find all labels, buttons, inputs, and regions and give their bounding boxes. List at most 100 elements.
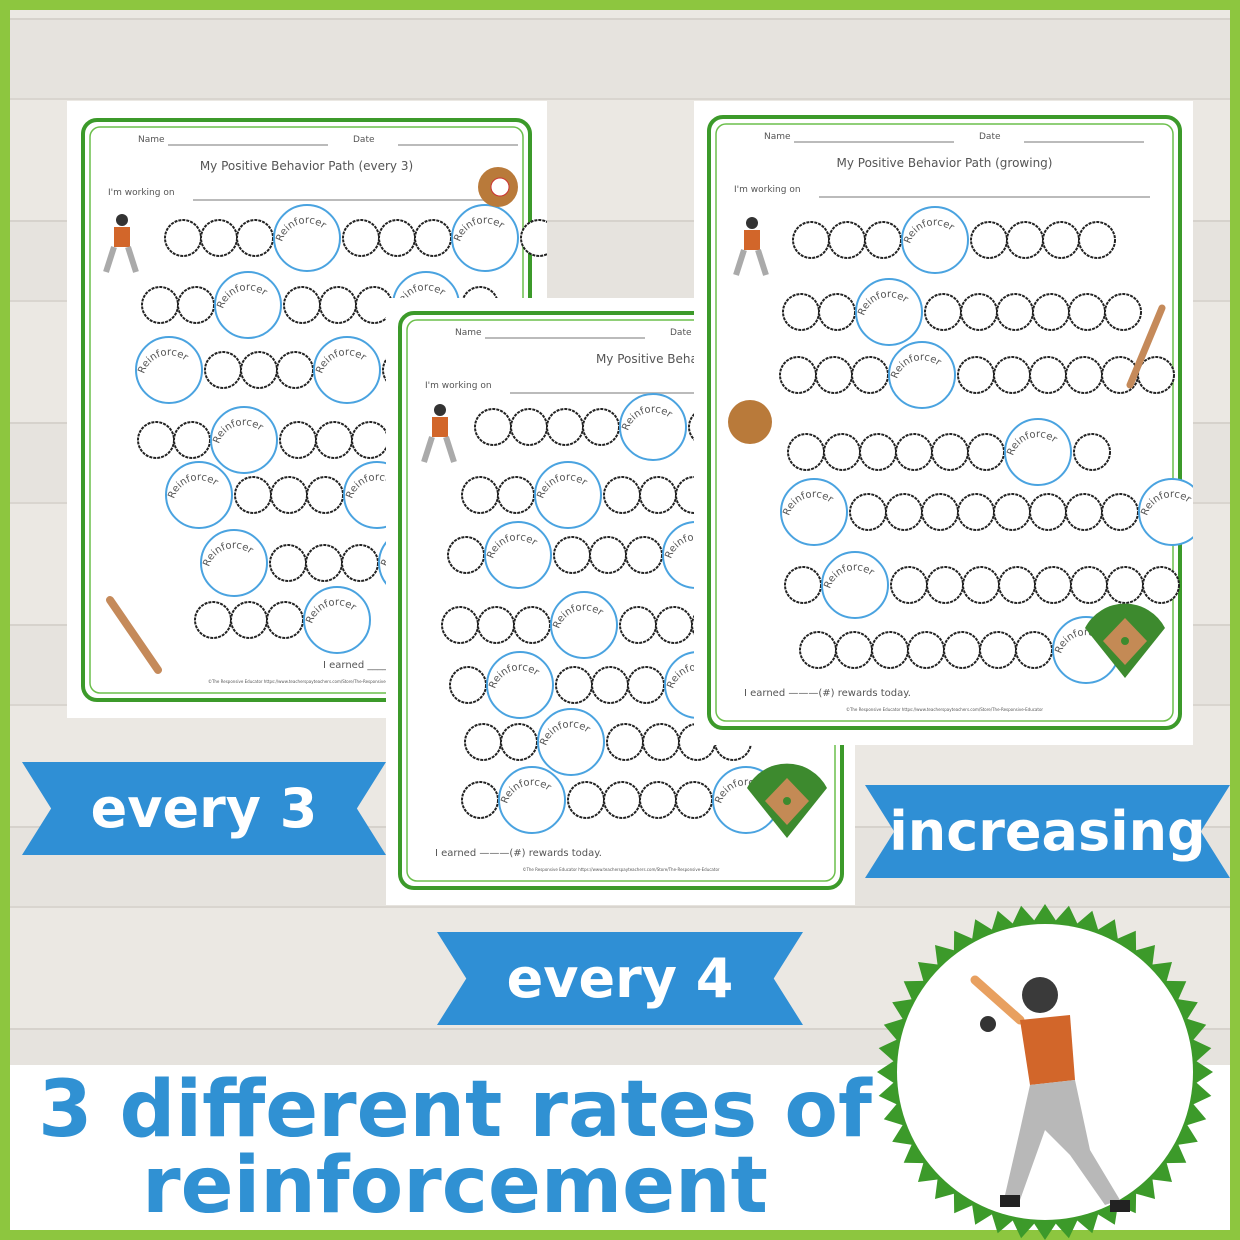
path-circle bbox=[655, 606, 693, 644]
path-circle bbox=[943, 631, 981, 669]
path-circle bbox=[779, 356, 817, 394]
path-circle bbox=[279, 421, 317, 459]
glove-icon bbox=[728, 400, 772, 444]
path-circle bbox=[553, 536, 591, 574]
bat-icon bbox=[1126, 304, 1166, 389]
path-circle bbox=[890, 566, 928, 604]
path-circle bbox=[619, 606, 657, 644]
path-circle bbox=[137, 421, 175, 459]
path-circle bbox=[315, 421, 353, 459]
path-circle bbox=[342, 219, 380, 257]
reinforcer-circle: Reinforcer bbox=[451, 204, 519, 272]
path-circle bbox=[555, 666, 593, 704]
banner-label: increasing bbox=[889, 800, 1206, 863]
reinforcer-circle: Reinforcer bbox=[780, 478, 848, 546]
reinforcer-circle: Reinforcer bbox=[888, 341, 956, 409]
path-circle bbox=[567, 781, 605, 819]
path-circle bbox=[230, 601, 268, 639]
path-circle bbox=[1137, 356, 1175, 394]
headline-line-1: 3 different rates of bbox=[38, 1065, 872, 1155]
path-circle bbox=[1029, 493, 1067, 531]
reinforcer-circle: Reinforcer bbox=[550, 591, 618, 659]
path-circle bbox=[414, 219, 452, 257]
path-circle bbox=[1106, 566, 1144, 604]
banner-every-3: every 3 bbox=[22, 762, 386, 855]
path-circle bbox=[1065, 356, 1103, 394]
path-circle bbox=[589, 536, 627, 574]
path-circle bbox=[234, 476, 272, 514]
reinforcer-circle: Reinforcer bbox=[303, 586, 371, 654]
reinforcer-circle: Reinforcer bbox=[165, 461, 233, 529]
reinforcer-circle: Reinforcer bbox=[486, 651, 554, 719]
path-circle bbox=[200, 219, 238, 257]
batter-icon bbox=[421, 404, 457, 463]
path-circle bbox=[926, 566, 964, 604]
path-circle bbox=[341, 544, 379, 582]
path-circle bbox=[782, 293, 820, 331]
path-circle bbox=[378, 219, 416, 257]
path-circle bbox=[510, 408, 548, 446]
path-circle bbox=[319, 286, 357, 324]
path-circle bbox=[828, 221, 866, 259]
path-circle bbox=[823, 433, 861, 471]
path-circle bbox=[962, 566, 1000, 604]
reinforcer-circle: Reinforcer bbox=[619, 393, 687, 461]
reinforcer-circle: Reinforcer bbox=[200, 529, 268, 597]
name-label: Name bbox=[764, 132, 791, 142]
footer-credit: ©The Responsive Educator https://www.tea… bbox=[522, 867, 719, 872]
path-circle bbox=[447, 536, 485, 574]
path-circle bbox=[1034, 566, 1072, 604]
path-circle bbox=[818, 293, 856, 331]
date-label: Date bbox=[353, 135, 375, 145]
path-circle bbox=[871, 631, 909, 669]
path-circle bbox=[306, 476, 344, 514]
path-circle bbox=[1104, 293, 1142, 331]
path-circle bbox=[1101, 493, 1139, 531]
path-circle bbox=[639, 781, 677, 819]
path-circle bbox=[1029, 356, 1067, 394]
path-circle bbox=[970, 221, 1008, 259]
reinforcer-circle: Reinforcer bbox=[210, 406, 278, 474]
path-circle bbox=[859, 433, 897, 471]
path-circle bbox=[351, 421, 389, 459]
path-circle bbox=[1078, 221, 1116, 259]
path-circle bbox=[957, 493, 995, 531]
earned-line: I earned ———(#) rewards today. bbox=[435, 848, 602, 859]
path-circle bbox=[461, 781, 499, 819]
sheet-title: My Positive Behavior Path (every 3) bbox=[200, 159, 413, 173]
name-label: Name bbox=[138, 135, 165, 145]
path-circle bbox=[792, 221, 830, 259]
reinforcer-circle: Reinforcer bbox=[821, 551, 889, 619]
banner-increasing: increasing bbox=[865, 785, 1230, 878]
reinforcer-circle: Reinforcer bbox=[855, 278, 923, 346]
reinforcer-circle: Reinforcer bbox=[534, 461, 602, 529]
date-label: Date bbox=[979, 132, 1001, 142]
path-circle bbox=[173, 421, 211, 459]
path-circle bbox=[815, 356, 853, 394]
path-circle bbox=[931, 433, 969, 471]
path-circle bbox=[1032, 293, 1070, 331]
path-circle bbox=[921, 493, 959, 531]
path-circle bbox=[305, 544, 343, 582]
batter-icon bbox=[103, 214, 139, 273]
path-circle bbox=[849, 493, 887, 531]
path-circle bbox=[957, 356, 995, 394]
path-circle bbox=[177, 286, 215, 324]
path-circle bbox=[835, 631, 873, 669]
reinforcer-circle: Reinforcer bbox=[1004, 418, 1072, 486]
path-circle bbox=[642, 723, 680, 761]
path-circle bbox=[500, 723, 538, 761]
path-circle bbox=[993, 493, 1031, 531]
path-circle bbox=[497, 476, 535, 514]
path-circle bbox=[998, 566, 1036, 604]
path-circle bbox=[204, 351, 242, 389]
worksheet-growing: Name Date My Positive Behavior Path (growi… bbox=[694, 101, 1193, 745]
name-label: Name bbox=[455, 328, 482, 338]
path-circle bbox=[513, 606, 551, 644]
footer-credit: ©The Responsive Educator https://www.tea… bbox=[846, 707, 1043, 712]
reinforcer-circle: Reinforcer bbox=[484, 521, 552, 589]
path-circle bbox=[1015, 631, 1053, 669]
path-circle bbox=[603, 781, 641, 819]
path-circle bbox=[885, 493, 923, 531]
